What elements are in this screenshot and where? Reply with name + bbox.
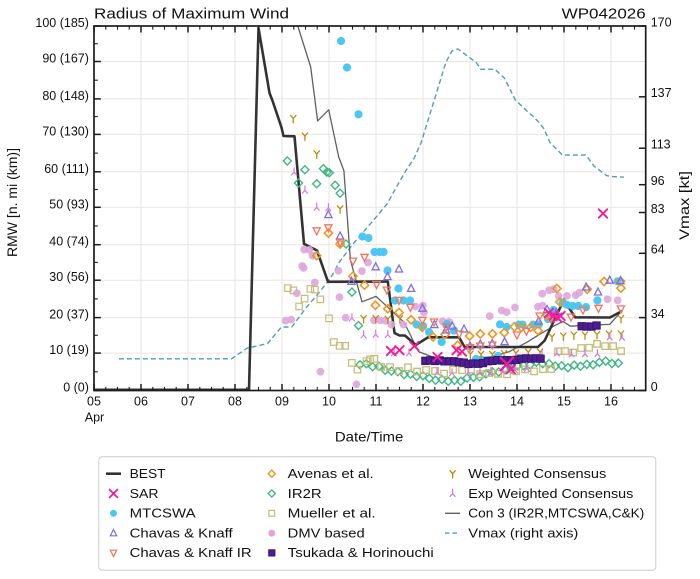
svg-text:08: 08: [228, 394, 242, 408]
svg-text:30 (56): 30 (56): [49, 270, 89, 284]
svg-text:07: 07: [181, 394, 195, 408]
svg-text:137: 137: [651, 86, 672, 100]
svg-text:70 (130): 70 (130): [42, 124, 89, 138]
svg-text:WP042026: WP042026: [562, 6, 646, 23]
svg-text:Weighted Consensus: Weighted Consensus: [468, 466, 606, 481]
svg-text:Exp Weighted Consensus: Exp Weighted Consensus: [468, 486, 633, 501]
svg-text:0 (0): 0 (0): [63, 381, 89, 395]
svg-text:40 (74): 40 (74): [49, 235, 89, 249]
svg-text:Mueller et al.: Mueller et al.: [288, 506, 376, 521]
svg-text:11: 11: [370, 394, 383, 408]
svg-text:14: 14: [510, 394, 524, 408]
svg-text:0: 0: [651, 380, 658, 394]
svg-text:16: 16: [604, 394, 618, 408]
svg-text:13: 13: [463, 394, 477, 408]
svg-text:Chavas & Knaff IR: Chavas & Knaff IR: [130, 545, 252, 560]
svg-text:96: 96: [651, 174, 665, 188]
svg-text:80 (148): 80 (148): [42, 89, 89, 103]
svg-text:Vmax [kt]: Vmax [kt]: [676, 171, 692, 240]
svg-text:Date/Time: Date/Time: [335, 428, 404, 444]
svg-text:50 (93): 50 (93): [49, 197, 89, 211]
svg-text:20 (37): 20 (37): [49, 308, 89, 322]
svg-text:Apr: Apr: [85, 410, 104, 424]
svg-text:IR2R: IR2R: [288, 486, 322, 501]
svg-text:12: 12: [416, 394, 430, 408]
svg-text:09: 09: [275, 394, 289, 408]
svg-text:Vmax (right axis): Vmax (right axis): [468, 525, 578, 540]
svg-text:90 (167): 90 (167): [42, 51, 89, 65]
svg-text:34: 34: [651, 307, 665, 321]
svg-text:DMV based: DMV based: [288, 525, 365, 540]
svg-text:BEST: BEST: [130, 466, 166, 481]
svg-text:06: 06: [134, 394, 148, 408]
svg-text:10 (19): 10 (19): [49, 343, 89, 357]
svg-text:Chavas & Knaff: Chavas & Knaff: [130, 525, 234, 540]
svg-text:MTCSWA: MTCSWA: [130, 506, 197, 521]
svg-text:RMW [n. mi (km)]: RMW [n. mi (km)]: [4, 148, 20, 257]
svg-text:170: 170: [651, 15, 672, 29]
svg-text:60 (111): 60 (111): [44, 162, 89, 176]
svg-text:64: 64: [651, 243, 665, 257]
svg-text:113: 113: [651, 138, 671, 152]
svg-text:Radius of Maximum Wind: Radius of Maximum Wind: [94, 6, 289, 23]
svg-text:10: 10: [322, 394, 336, 408]
svg-text:100 (185): 100 (185): [35, 16, 89, 30]
svg-text:Avenas et al.: Avenas et al.: [288, 466, 374, 481]
svg-text:SAR: SAR: [130, 486, 159, 501]
svg-text:15: 15: [557, 394, 571, 408]
svg-text:83: 83: [651, 202, 665, 216]
svg-text:Tsukada & Horinouchi: Tsukada & Horinouchi: [288, 545, 434, 560]
svg-text:05: 05: [87, 394, 101, 408]
svg-text:Con 3 (IR2R,MTCSWA,C&K): Con 3 (IR2R,MTCSWA,C&K): [468, 506, 644, 521]
